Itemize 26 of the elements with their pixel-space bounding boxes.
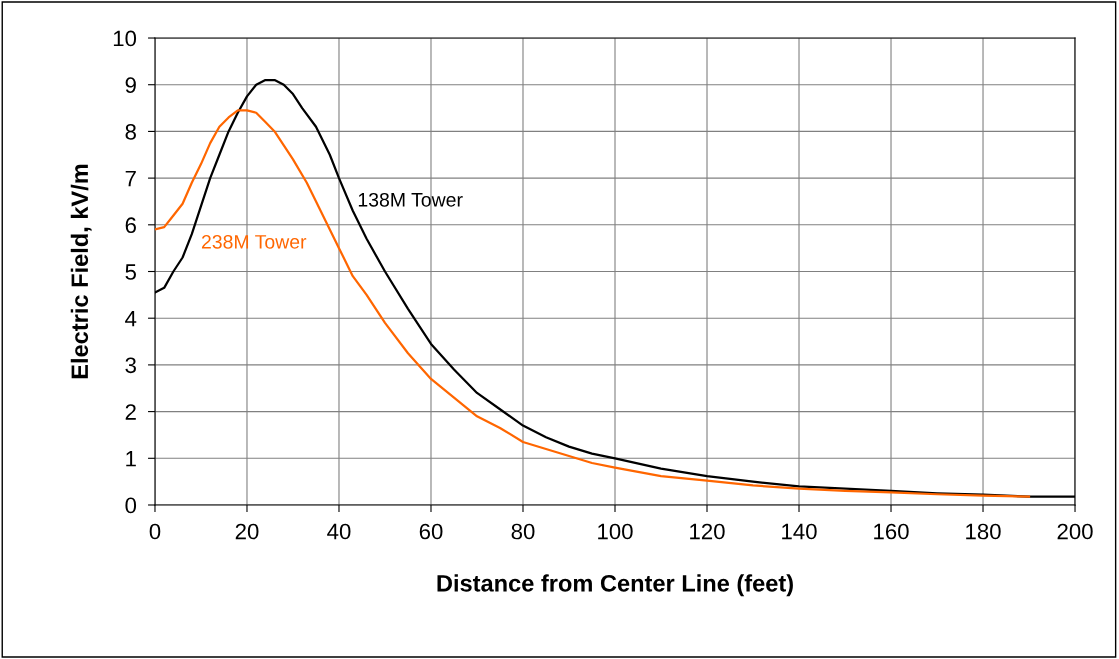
series-label: 138M Tower — [358, 192, 463, 207]
y-tick-label: 10 — [113, 30, 137, 47]
x-tick-label: 0 — [149, 523, 161, 540]
x-tick-label: 180 — [966, 523, 1001, 540]
x-tick-label: 140 — [782, 523, 817, 540]
y-tick-label: 9 — [125, 77, 136, 93]
x-tick-label: 20 — [235, 523, 259, 540]
y-tick-label: 7 — [125, 170, 136, 187]
y-tick-label: 5 — [125, 264, 136, 280]
y-tick-label: 3 — [125, 357, 136, 374]
x-tick-label: 60 — [419, 523, 443, 540]
series-label: 238M Tower — [201, 234, 307, 249]
x-axis-title: Distance from Center Line (feet) — [437, 574, 793, 597]
x-tick-label: 40 — [327, 523, 351, 540]
y-tick-label: 0 — [125, 497, 137, 514]
x-tick-label: 200 — [1057, 523, 1093, 540]
y-axis-title: Electric Field, kV/m — [70, 164, 92, 379]
x-tick-label: 160 — [874, 523, 909, 540]
y-tick-label: 8 — [125, 123, 136, 140]
y-tick-label: 6 — [125, 217, 136, 234]
y-tick-label: 1 — [126, 451, 136, 467]
y-tick-label: 4 — [125, 310, 137, 327]
x-tick-label: 100 — [598, 523, 633, 540]
y-tick-label: 2 — [125, 404, 136, 420]
x-tick-label: 80 — [511, 523, 535, 540]
x-tick-label: 120 — [690, 523, 725, 540]
